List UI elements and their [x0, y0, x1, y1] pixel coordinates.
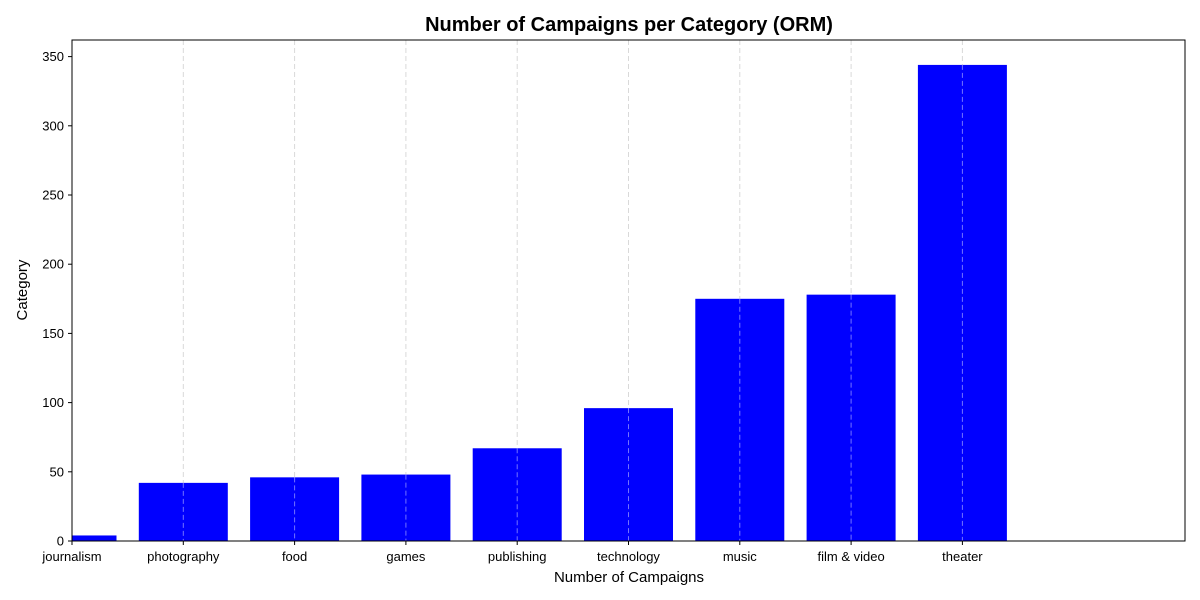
chart-title: Number of Campaigns per Category (ORM)	[425, 14, 833, 36]
x-axis-label: Number of Campaigns	[554, 569, 704, 586]
x-axis-ticks: journalism photography food games publishing…	[41, 541, 983, 564]
bar	[250, 477, 340, 541]
bar	[472, 448, 562, 541]
x-tick-label: publishing	[488, 549, 547, 564]
y-tick-label: 50	[50, 464, 64, 479]
y-tick-label: 100	[42, 395, 64, 410]
bar	[138, 482, 228, 541]
y-tick-label: 150	[42, 326, 64, 341]
bar	[72, 535, 117, 541]
x-tick-label: technology	[597, 549, 660, 564]
bar	[361, 474, 451, 541]
x-tick-label: theater	[942, 549, 983, 564]
bar	[695, 298, 785, 541]
bar	[806, 294, 896, 541]
y-tick-label: 0	[57, 534, 64, 549]
x-tick-label: games	[386, 549, 426, 564]
y-tick-label: 300	[42, 118, 64, 133]
y-axis-label: Category	[14, 259, 31, 320]
bar	[917, 64, 1007, 541]
y-tick-label: 350	[42, 49, 64, 64]
bars	[72, 64, 1007, 541]
bar	[584, 408, 673, 541]
x-tick-label: photography	[147, 549, 220, 564]
x-tick-label: music	[723, 549, 757, 564]
x-tick-label: journalism	[41, 549, 101, 564]
x-tick-label: food	[282, 549, 307, 564]
y-tick-label: 250	[42, 188, 64, 203]
x-tick-label: film & video	[817, 549, 884, 564]
y-axis-ticks: 0 50 100 150 200 250 300 350	[42, 49, 72, 549]
y-tick-label: 200	[42, 257, 64, 272]
